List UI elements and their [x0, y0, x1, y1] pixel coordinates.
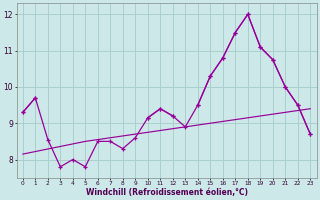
X-axis label: Windchill (Refroidissement éolien,°C): Windchill (Refroidissement éolien,°C) [85, 188, 248, 197]
